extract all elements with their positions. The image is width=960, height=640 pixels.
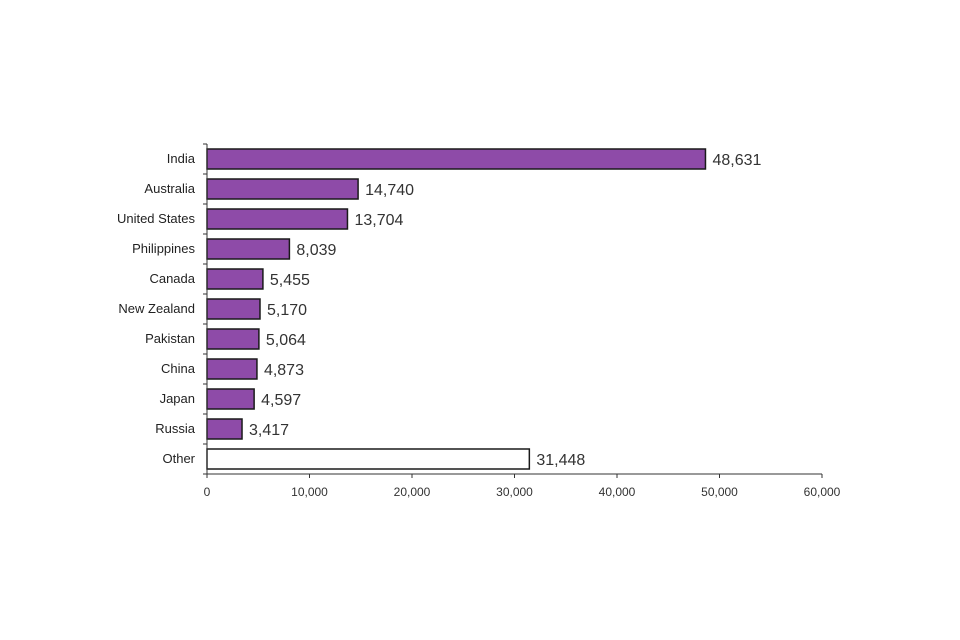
category-label-canada: Canada <box>149 271 195 286</box>
bar-australia <box>206 178 359 200</box>
x-tick-label: 10,000 <box>291 485 328 499</box>
bar-philippines <box>206 238 291 260</box>
category-label-new-zealand: New Zealand <box>118 301 195 316</box>
x-tick-label: 50,000 <box>701 485 738 499</box>
x-tick-label: 0 <box>204 485 211 499</box>
data-labels: 48,631 14,740 13,704 8,039 5,455 5,170 5,064 4,… <box>249 152 761 469</box>
category-label-australia: Australia <box>144 181 195 196</box>
bar-china <box>206 358 258 380</box>
category-label-other: Other <box>162 451 195 466</box>
data-label-russia: 3,417 <box>249 422 289 439</box>
x-tick-label: 60,000 <box>804 485 841 499</box>
data-label-other: 31,448 <box>536 452 585 469</box>
bar-pakistan <box>206 328 260 350</box>
category-labels: India Australia United States Philippines Ca… <box>117 151 196 466</box>
data-label-new-zealand: 5,170 <box>267 302 307 319</box>
data-label-philippines: 8,039 <box>296 242 336 259</box>
x-axis-ticks: 0 10,000 20,000 30,000 40,000 50,000 60,000 <box>203 143 841 499</box>
x-tick-label: 30,000 <box>496 485 533 499</box>
category-label-united-states: United States <box>117 211 196 226</box>
data-label-india: 48,631 <box>712 152 761 169</box>
x-tick-label: 40,000 <box>599 485 636 499</box>
category-label-russia: Russia <box>155 421 196 436</box>
data-label-australia: 14,740 <box>365 182 414 199</box>
data-label-united-states: 13,704 <box>354 212 403 229</box>
category-label-japan: Japan <box>160 391 195 406</box>
bar-united-states <box>206 208 349 230</box>
data-label-china: 4,873 <box>264 362 304 379</box>
bar-india <box>206 148 707 170</box>
bar-new-zealand <box>206 298 261 320</box>
category-label-pakistan: Pakistan <box>145 331 195 346</box>
bar-other <box>206 448 531 470</box>
data-label-japan: 4,597 <box>261 392 301 409</box>
x-tick-label: 20,000 <box>394 485 431 499</box>
bar-russia <box>206 418 243 440</box>
category-label-china: China <box>161 361 196 376</box>
category-label-india: India <box>167 151 196 166</box>
bar-japan <box>206 388 255 410</box>
data-label-pakistan: 5,064 <box>266 332 306 349</box>
category-label-philippines: Philippines <box>132 241 195 256</box>
bar-canada <box>206 268 264 290</box>
data-label-canada: 5,455 <box>270 272 310 289</box>
